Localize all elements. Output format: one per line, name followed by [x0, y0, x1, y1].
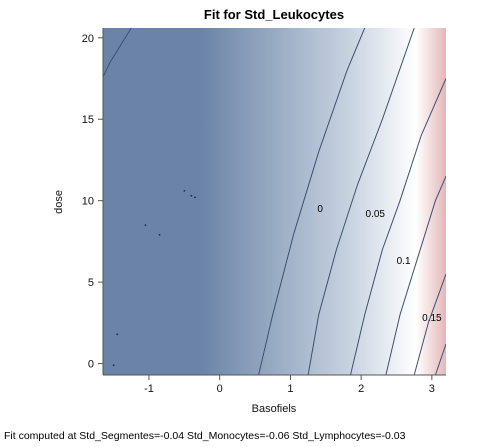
y-tick-label-0: 0	[88, 359, 94, 371]
contour-line-3	[350, 78, 446, 375]
y-tick-label-2: 10	[82, 196, 94, 208]
data-point-3	[144, 224, 147, 227]
contour-line-0	[103, 28, 132, 78]
y-axis-label: dose	[53, 190, 65, 214]
contour-line-4	[385, 176, 446, 375]
fit-footnote: Fit computed at Std_Segmentes=-0.04 Std_…	[4, 430, 406, 442]
contour-line-1	[258, 28, 366, 375]
contour-label-1: 0.05	[366, 209, 386, 220]
x-tick-label-4: 3	[429, 383, 435, 395]
data-point-0	[183, 190, 186, 192]
response-surface	[103, 28, 446, 375]
y-tick-label-4: 20	[82, 33, 94, 45]
x-tick-label-3: 2	[358, 383, 364, 395]
contour-value-labels: 0 0.05 0.1 0.15	[317, 204, 442, 324]
contour-label-0: 0	[317, 204, 323, 215]
data-point-1	[190, 194, 193, 197]
x-tick-label-1: 0	[217, 383, 223, 395]
x-tick-label-0: -1	[144, 383, 154, 395]
data-point-5	[112, 364, 115, 367]
y-tick-label-1: 5	[88, 277, 94, 289]
data-points	[112, 190, 196, 367]
contour-line-5	[413, 273, 446, 375]
y-axis-ticks: 0 5 10 15 20	[82, 33, 103, 371]
data-point-2	[194, 196, 196, 199]
y-tick-label-3: 15	[82, 114, 94, 126]
data-point-4	[158, 233, 161, 236]
x-axis-ticks: -1 0 1 2 3	[144, 375, 435, 395]
chart-title: Fit for Std_Leukocytes	[204, 7, 344, 22]
x-axis-label: Basofiels	[252, 403, 297, 415]
contour-line-6	[434, 343, 446, 375]
contour-label-2: 0.1	[397, 256, 411, 267]
data-point-6	[116, 333, 119, 336]
contour-label-3: 0.15	[422, 313, 442, 324]
x-tick-label-2: 1	[287, 383, 293, 395]
plot-area	[103, 28, 446, 375]
contour-line-2	[307, 28, 415, 375]
contour-lines	[103, 28, 446, 375]
